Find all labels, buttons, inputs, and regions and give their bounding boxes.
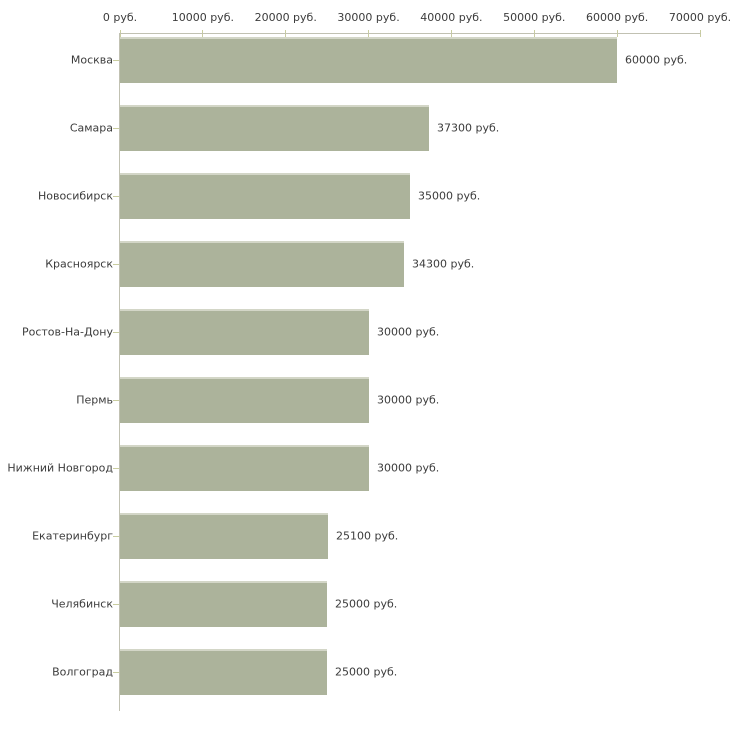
bar-value-label: 60000 руб. <box>625 53 688 67</box>
x-tick-label: 20000 руб. <box>254 11 317 24</box>
bar-value-label: 25000 руб. <box>335 597 398 611</box>
category-label: Екатеринбург <box>32 529 113 543</box>
bar-value-label: 30000 руб. <box>377 461 440 475</box>
category-label: Новосибирск <box>37 189 113 203</box>
bar <box>120 581 327 627</box>
bar <box>120 105 429 151</box>
bar <box>120 377 369 423</box>
x-tick-label: 70000 руб. <box>668 11 730 24</box>
y-tick-mark <box>113 332 119 333</box>
x-axis-line <box>119 33 701 34</box>
category-label: Ростов-На-Дону <box>21 325 113 339</box>
x-tick-label: 40000 руб. <box>420 11 483 24</box>
bar <box>120 445 369 491</box>
x-tick-label: 50000 руб. <box>503 11 566 24</box>
category-label: Нижний Новгород <box>7 461 113 475</box>
bar-value-label: 35000 руб. <box>418 189 481 203</box>
bar-value-label: 30000 руб. <box>377 393 440 407</box>
y-axis-line <box>119 33 120 711</box>
bar <box>120 173 410 219</box>
category-label: Челябинск <box>51 597 113 611</box>
bar-value-label: 34300 руб. <box>412 257 475 271</box>
x-tick-label: 30000 руб. <box>337 11 400 24</box>
bar-value-label: 37300 руб. <box>437 121 500 135</box>
y-tick-mark <box>113 196 119 197</box>
y-tick-mark <box>113 264 119 265</box>
y-tick-mark <box>113 672 119 673</box>
category-label: Самара <box>69 121 113 135</box>
category-label: Волгоград <box>52 665 113 679</box>
bar-value-label: 25100 руб. <box>336 529 399 543</box>
bar <box>120 649 327 695</box>
bar <box>120 513 328 559</box>
bar <box>120 37 617 83</box>
y-tick-mark <box>113 400 119 401</box>
y-tick-mark <box>113 604 119 605</box>
bar-value-label: 30000 руб. <box>377 325 440 339</box>
x-tick-label: 60000 руб. <box>586 11 649 24</box>
bar <box>120 309 369 355</box>
x-tick-label: 0 руб. <box>102 11 138 24</box>
bar <box>120 241 404 287</box>
y-tick-mark <box>113 128 119 129</box>
category-label: Красноярск <box>45 257 113 271</box>
x-tick-label: 10000 руб. <box>171 11 234 24</box>
bar-value-label: 25000 руб. <box>335 665 398 679</box>
y-tick-mark <box>113 468 119 469</box>
category-label: Пермь <box>76 393 113 407</box>
category-label: Москва <box>70 53 113 67</box>
y-tick-mark <box>113 536 119 537</box>
y-tick-mark <box>113 60 119 61</box>
